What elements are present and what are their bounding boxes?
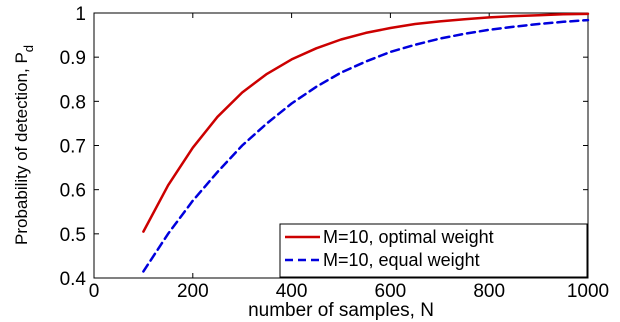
legend-label-optimal: M=10, optimal weight <box>323 227 494 247</box>
legend: M=10, optimal weight M=10, equal weight <box>279 223 588 278</box>
x-tick-label: 600 <box>375 281 407 302</box>
series-line-optimal <box>142 12 590 233</box>
x-axis-label: number of samples, N <box>248 300 434 321</box>
x-tick-label: 0 <box>89 281 100 302</box>
y-tick-label: 0.8 <box>60 92 86 113</box>
y-tick-labels: 0.4 0.5 0.6 0.7 0.8 0.9 1 <box>60 4 87 290</box>
y-axis-label: Probability of detection, Pd <box>12 45 36 245</box>
y-tick-label: 0.4 <box>60 269 87 290</box>
y-axis-label-subscript: d <box>21 45 36 52</box>
x-tick-label: 400 <box>276 281 308 302</box>
y-tick-label: 0.7 <box>60 137 86 158</box>
y-tick-label: 0.9 <box>60 48 86 69</box>
y-axis-label-main: Probability of detection, P <box>12 52 31 245</box>
x-tick-label: 200 <box>177 281 209 302</box>
x-tick-label: 1000 <box>567 281 609 302</box>
x-tick-labels: 0 200 400 600 800 1000 <box>89 281 609 302</box>
x-tick-label: 800 <box>473 281 505 302</box>
series-lines <box>142 12 590 273</box>
series-line-equal <box>142 18 590 273</box>
legend-box <box>279 223 588 278</box>
y-tick-label: 0.6 <box>60 181 86 202</box>
y-tick-label: 0.5 <box>60 225 86 246</box>
y-tick-label: 1 <box>75 4 86 25</box>
legend-label-equal: M=10, equal weight <box>323 250 480 270</box>
